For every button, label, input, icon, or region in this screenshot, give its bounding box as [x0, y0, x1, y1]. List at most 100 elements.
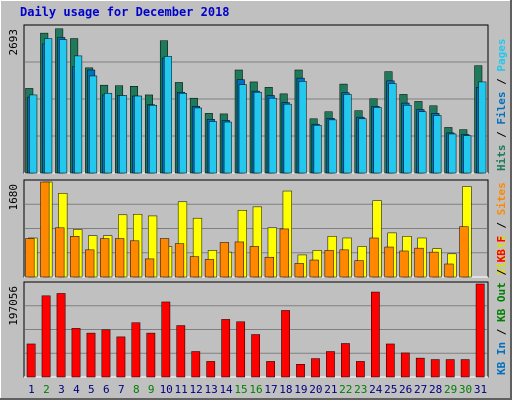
bar-sites-day-28 [429, 251, 439, 278]
chart-title: Daily usage for December 2018 [20, 5, 230, 19]
ymax-label-visits: 1680 [7, 184, 20, 211]
x-tick-label-30: 30 [459, 383, 472, 396]
x-tick-label-23: 23 [354, 383, 367, 396]
bar-pages-day-5 [89, 75, 98, 174]
x-tick-label-31: 31 [474, 383, 487, 396]
x-tick-label-2: 2 [43, 383, 50, 396]
bar-pages-day-25 [388, 83, 397, 174]
x-tick-label-27: 27 [414, 383, 427, 396]
bar-kbf-day-1 [26, 343, 36, 378]
bar-kbf-day-9 [146, 332, 156, 378]
ymax-label-kbytes: 197056 [7, 286, 20, 326]
bar-sites-day-5 [85, 249, 95, 278]
bar-sites-day-14 [219, 242, 230, 278]
bar-sites-day-21 [324, 250, 334, 278]
bar-sites-day-8 [130, 240, 140, 278]
bar-kbf-day-27 [415, 357, 425, 378]
bar-sites-day-26 [399, 250, 409, 278]
bar-kbf-day-12 [191, 351, 201, 378]
bar-sites-day-10 [159, 238, 170, 278]
bar-pages-day-21 [328, 119, 337, 174]
bar-sites-day-27 [414, 247, 424, 278]
bar-sites-day-9 [144, 258, 155, 278]
legend-hits: Hits / Files / Pages [495, 39, 508, 172]
legend-item-files: Files [495, 92, 508, 132]
x-tick-label-18: 18 [279, 383, 292, 396]
bar-sites-day-25 [384, 246, 394, 278]
legend-item-kb-out: KB Out [495, 282, 508, 328]
bar-pages-day-3 [59, 39, 68, 174]
x-tick-label-15: 15 [234, 383, 247, 396]
bar-kbf-day-22 [341, 343, 350, 378]
bar-pages-day-27 [418, 111, 427, 174]
bar-kbf-day-3 [56, 293, 66, 378]
bar-sites-day-24 [369, 237, 379, 278]
bar-sites-day-20 [309, 259, 319, 278]
bar-sites-day-6 [100, 238, 110, 278]
bar-sites-day-11 [174, 243, 185, 278]
legend-item-kb-f: KB F [495, 236, 508, 269]
x-tick-label-17: 17 [264, 383, 277, 396]
x-tick-label-10: 10 [160, 383, 173, 396]
bar-pages-day-26 [403, 104, 412, 174]
ymax-label-hits: 2693 [7, 29, 20, 56]
bar-kbf-day-29 [445, 359, 455, 378]
x-tick-label-21: 21 [324, 383, 337, 396]
bar-kbf-day-15 [236, 321, 246, 378]
bar-sites-day-12 [189, 256, 200, 278]
x-tick-label-25: 25 [384, 383, 397, 396]
x-tick-label-5: 5 [88, 383, 95, 396]
bar-pages-day-11 [178, 93, 187, 174]
bar-pages-day-6 [104, 93, 113, 174]
bar-pages-day-20 [313, 125, 322, 174]
bar-kbf-day-19 [296, 364, 305, 378]
legend-item-kb-in: KB In [495, 342, 508, 375]
x-tick-label-16: 16 [249, 383, 262, 396]
bar-pages-day-14 [223, 121, 232, 174]
bar-sites-day-29 [444, 263, 454, 278]
x-tick-label-7: 7 [118, 383, 125, 396]
legend-kbytes: KB In / KB Out / KB F [495, 236, 508, 375]
bar-sites-day-16 [249, 246, 259, 278]
bar-pages-day-4 [74, 55, 83, 174]
bar-pages-day-2 [44, 38, 53, 174]
bar-kbf-day-23 [356, 361, 365, 378]
bar-kbf-day-14 [221, 319, 231, 378]
bar-sites-day-15 [234, 241, 244, 278]
bar-kbf-day-24 [371, 291, 380, 378]
bar-kbf-day-10 [161, 301, 171, 378]
x-tick-label-13: 13 [204, 383, 217, 396]
x-tick-label-9: 9 [148, 383, 155, 396]
legend-item-visits: Visits [495, 235, 508, 275]
bar-sites-day-30 [459, 226, 469, 278]
bar-pages-day-9 [148, 104, 157, 174]
bar-pages-day-7 [119, 95, 128, 174]
bar-sites-day-13 [204, 259, 215, 278]
legend-item-pages: Pages [495, 39, 508, 79]
bar-pages-day-8 [134, 95, 143, 174]
bar-pages-day-1 [29, 94, 38, 174]
bar-kbf-day-17 [266, 361, 275, 378]
bar-pages-day-31 [478, 81, 487, 174]
bar-sites-day-1 [25, 238, 35, 278]
bar-kbf-day-6 [101, 329, 111, 378]
x-tick-label-1: 1 [28, 383, 35, 396]
legend-separator: / [495, 222, 508, 236]
bar-kbf-day-13 [206, 361, 216, 378]
legend-separator: / [495, 131, 508, 145]
bar-pages-day-16 [253, 91, 262, 174]
bar-pages-day-24 [373, 107, 382, 174]
bar-kbf-day-21 [326, 351, 335, 378]
legend-separator: / [495, 328, 508, 342]
x-tick-label-26: 26 [399, 383, 412, 396]
x-tick-label-28: 28 [429, 383, 442, 396]
x-tick-label-20: 20 [309, 383, 322, 396]
bar-sites-day-22 [339, 249, 349, 278]
bar-pages-day-23 [358, 118, 367, 174]
x-tick-label-4: 4 [73, 383, 80, 396]
bar-sites-day-3 [55, 227, 65, 278]
bar-pages-day-10 [163, 56, 172, 174]
bar-kbf-day-20 [311, 358, 320, 378]
